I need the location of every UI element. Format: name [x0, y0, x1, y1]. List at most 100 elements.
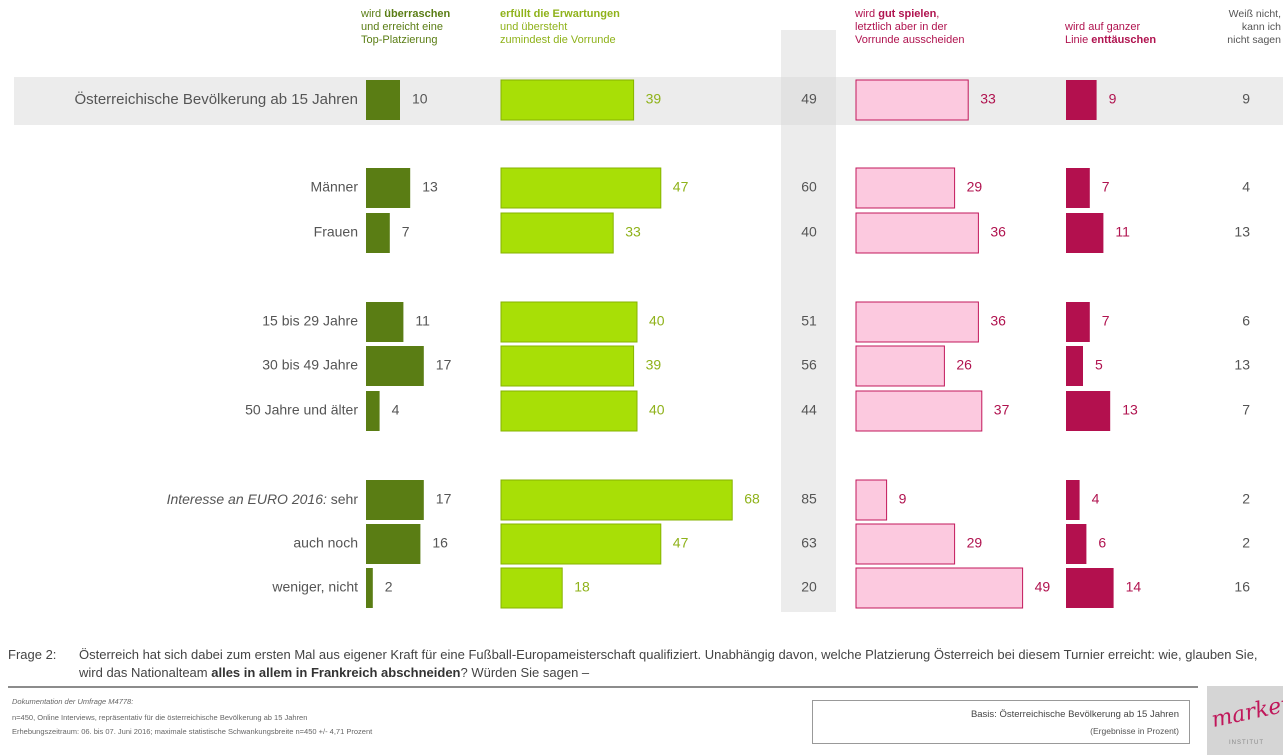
bar-enttaeuschen [1066, 213, 1104, 253]
value-erwartungen: 39 [646, 357, 662, 373]
value-ueberraschen: 17 [436, 357, 452, 373]
value-enttaeuschen: 7 [1102, 313, 1110, 329]
documentation-line-1: n=450, Online Interviews, repräsentativ … [12, 713, 308, 722]
header-gut-spielen: wird gut spielen, letztlich aber in der … [855, 8, 965, 46]
value-sigma: 51 [801, 313, 817, 329]
value-weiss-nicht: 6 [1242, 313, 1250, 329]
value-weiss-nicht: 13 [1234, 224, 1250, 240]
value-erwartungen: 47 [673, 179, 689, 195]
question-label: Frage 2: [8, 647, 57, 662]
value-ueberraschen: 10 [412, 91, 428, 107]
bar-gut-spielen [855, 79, 969, 121]
survey-bar-chart: Österreichische Bevölkerung ab 15 Jahren… [14, 30, 1283, 612]
value-weiss-nicht: 13 [1234, 357, 1250, 373]
bar-erwartungen [500, 479, 733, 521]
basis-text: Basis: Österreichische Bevölkerung ab 15… [970, 709, 1179, 720]
bar-gut-spielen [855, 567, 1024, 609]
value-enttaeuschen: 5 [1095, 357, 1103, 373]
value-enttaeuschen: 7 [1102, 179, 1110, 195]
header-erwartungen: erfüllt die Erwartungen und übersteht zu… [500, 8, 620, 46]
bar-enttaeuschen [1066, 302, 1090, 342]
value-sigma: 20 [801, 579, 817, 595]
bar-gut-spielen [855, 523, 956, 565]
bar-gut-spielen [855, 212, 979, 254]
value-ueberraschen: 13 [422, 179, 438, 195]
bar-erwartungen [500, 79, 635, 121]
value-erwartungen: 40 [649, 313, 665, 329]
row-label: Frauen [314, 224, 358, 240]
value-ueberraschen: 4 [392, 402, 400, 418]
bar-gut-spielen [855, 301, 979, 343]
value-weiss-nicht: 9 [1242, 91, 1250, 107]
bar-ueberraschen [366, 302, 404, 342]
sigma-total-cell [781, 77, 836, 125]
basis-box: Basis: Österreichische Bevölkerung ab 15… [812, 700, 1190, 744]
documentation-title: Dokumentation der Umfrage M4778: [12, 697, 134, 706]
bar-gut-spielen [855, 479, 888, 521]
bar-enttaeuschen [1066, 391, 1111, 431]
value-enttaeuschen: 11 [1115, 224, 1130, 240]
bar-ueberraschen [366, 524, 421, 564]
header-enttaeuschen: wird auf ganzer Linie enttäuschen [1065, 21, 1157, 46]
bar-erwartungen [500, 167, 662, 209]
value-erwartungen: 18 [574, 579, 590, 595]
row-label: Österreichische Bevölkerung ab 15 Jahren [75, 90, 359, 108]
value-weiss-nicht: 2 [1242, 535, 1250, 551]
bar-erwartungen [500, 345, 635, 387]
value-erwartungen: 39 [646, 91, 662, 107]
value-gut-spielen: 26 [956, 357, 972, 373]
bar-enttaeuschen [1066, 80, 1097, 120]
value-sigma: 40 [801, 224, 817, 240]
bar-erwartungen [500, 212, 614, 254]
value-gut-spielen: 29 [967, 179, 983, 195]
bar-ueberraschen [366, 480, 424, 520]
logo-subtitle: INSTITUT [1229, 740, 1264, 746]
market-logo: market INSTITUT [1207, 686, 1283, 755]
value-weiss-nicht: 2 [1242, 491, 1250, 507]
bar-ueberraschen [366, 80, 400, 120]
value-sigma: 56 [801, 357, 817, 373]
row-label-prefix: Interesse an EURO 2016: [167, 491, 331, 507]
row-label: 50 Jahre und älter [245, 402, 358, 418]
row-label-main: sehr [331, 491, 359, 507]
value-enttaeuschen: 4 [1092, 491, 1100, 507]
value-ueberraschen: 2 [385, 579, 393, 595]
bar-enttaeuschen [1066, 524, 1087, 564]
value-enttaeuschen: 9 [1109, 91, 1117, 107]
bar-enttaeuschen [1066, 168, 1090, 208]
bar-gut-spielen [855, 390, 983, 432]
value-enttaeuschen: 6 [1098, 535, 1106, 551]
row-label: auch noch [293, 535, 358, 551]
value-weiss-nicht: 7 [1242, 402, 1250, 418]
value-enttaeuschen: 14 [1126, 579, 1142, 595]
value-erwartungen: 47 [673, 535, 689, 551]
value-erwartungen: 40 [649, 402, 665, 418]
value-gut-spielen: 9 [899, 491, 907, 507]
bar-gut-spielen [855, 167, 956, 209]
row-label: Männer [311, 179, 359, 195]
value-ueberraschen: 11 [415, 313, 430, 329]
bar-enttaeuschen [1066, 480, 1080, 520]
value-erwartungen: 68 [744, 491, 760, 507]
value-gut-spielen: 29 [967, 535, 983, 551]
bar-ueberraschen [366, 213, 390, 253]
value-gut-spielen: 36 [990, 224, 1006, 240]
value-sigma: 49 [801, 91, 817, 107]
value-erwartungen: 33 [625, 224, 641, 240]
bar-ueberraschen [366, 346, 424, 386]
value-sigma: 63 [801, 535, 817, 551]
value-sigma: 44 [801, 402, 817, 418]
header-ueberraschen: wird überraschen und erreicht eine Top-P… [361, 8, 451, 46]
bar-gut-spielen [855, 345, 945, 387]
value-gut-spielen: 36 [990, 313, 1006, 329]
value-ueberraschen: 16 [432, 535, 448, 551]
value-gut-spielen: 37 [994, 402, 1010, 418]
bar-ueberraschen [366, 391, 380, 431]
documentation-line-2: Erhebungszeitraum: 06. bis 07. Juni 2016… [12, 727, 373, 736]
row-label: Interesse an EURO 2016: sehr [167, 491, 359, 507]
value-enttaeuschen: 13 [1122, 402, 1138, 418]
value-gut-spielen: 49 [1035, 579, 1051, 595]
footer-divider [8, 686, 1198, 688]
logo-wordmark: market [1209, 691, 1283, 734]
bar-ueberraschen [366, 568, 373, 608]
